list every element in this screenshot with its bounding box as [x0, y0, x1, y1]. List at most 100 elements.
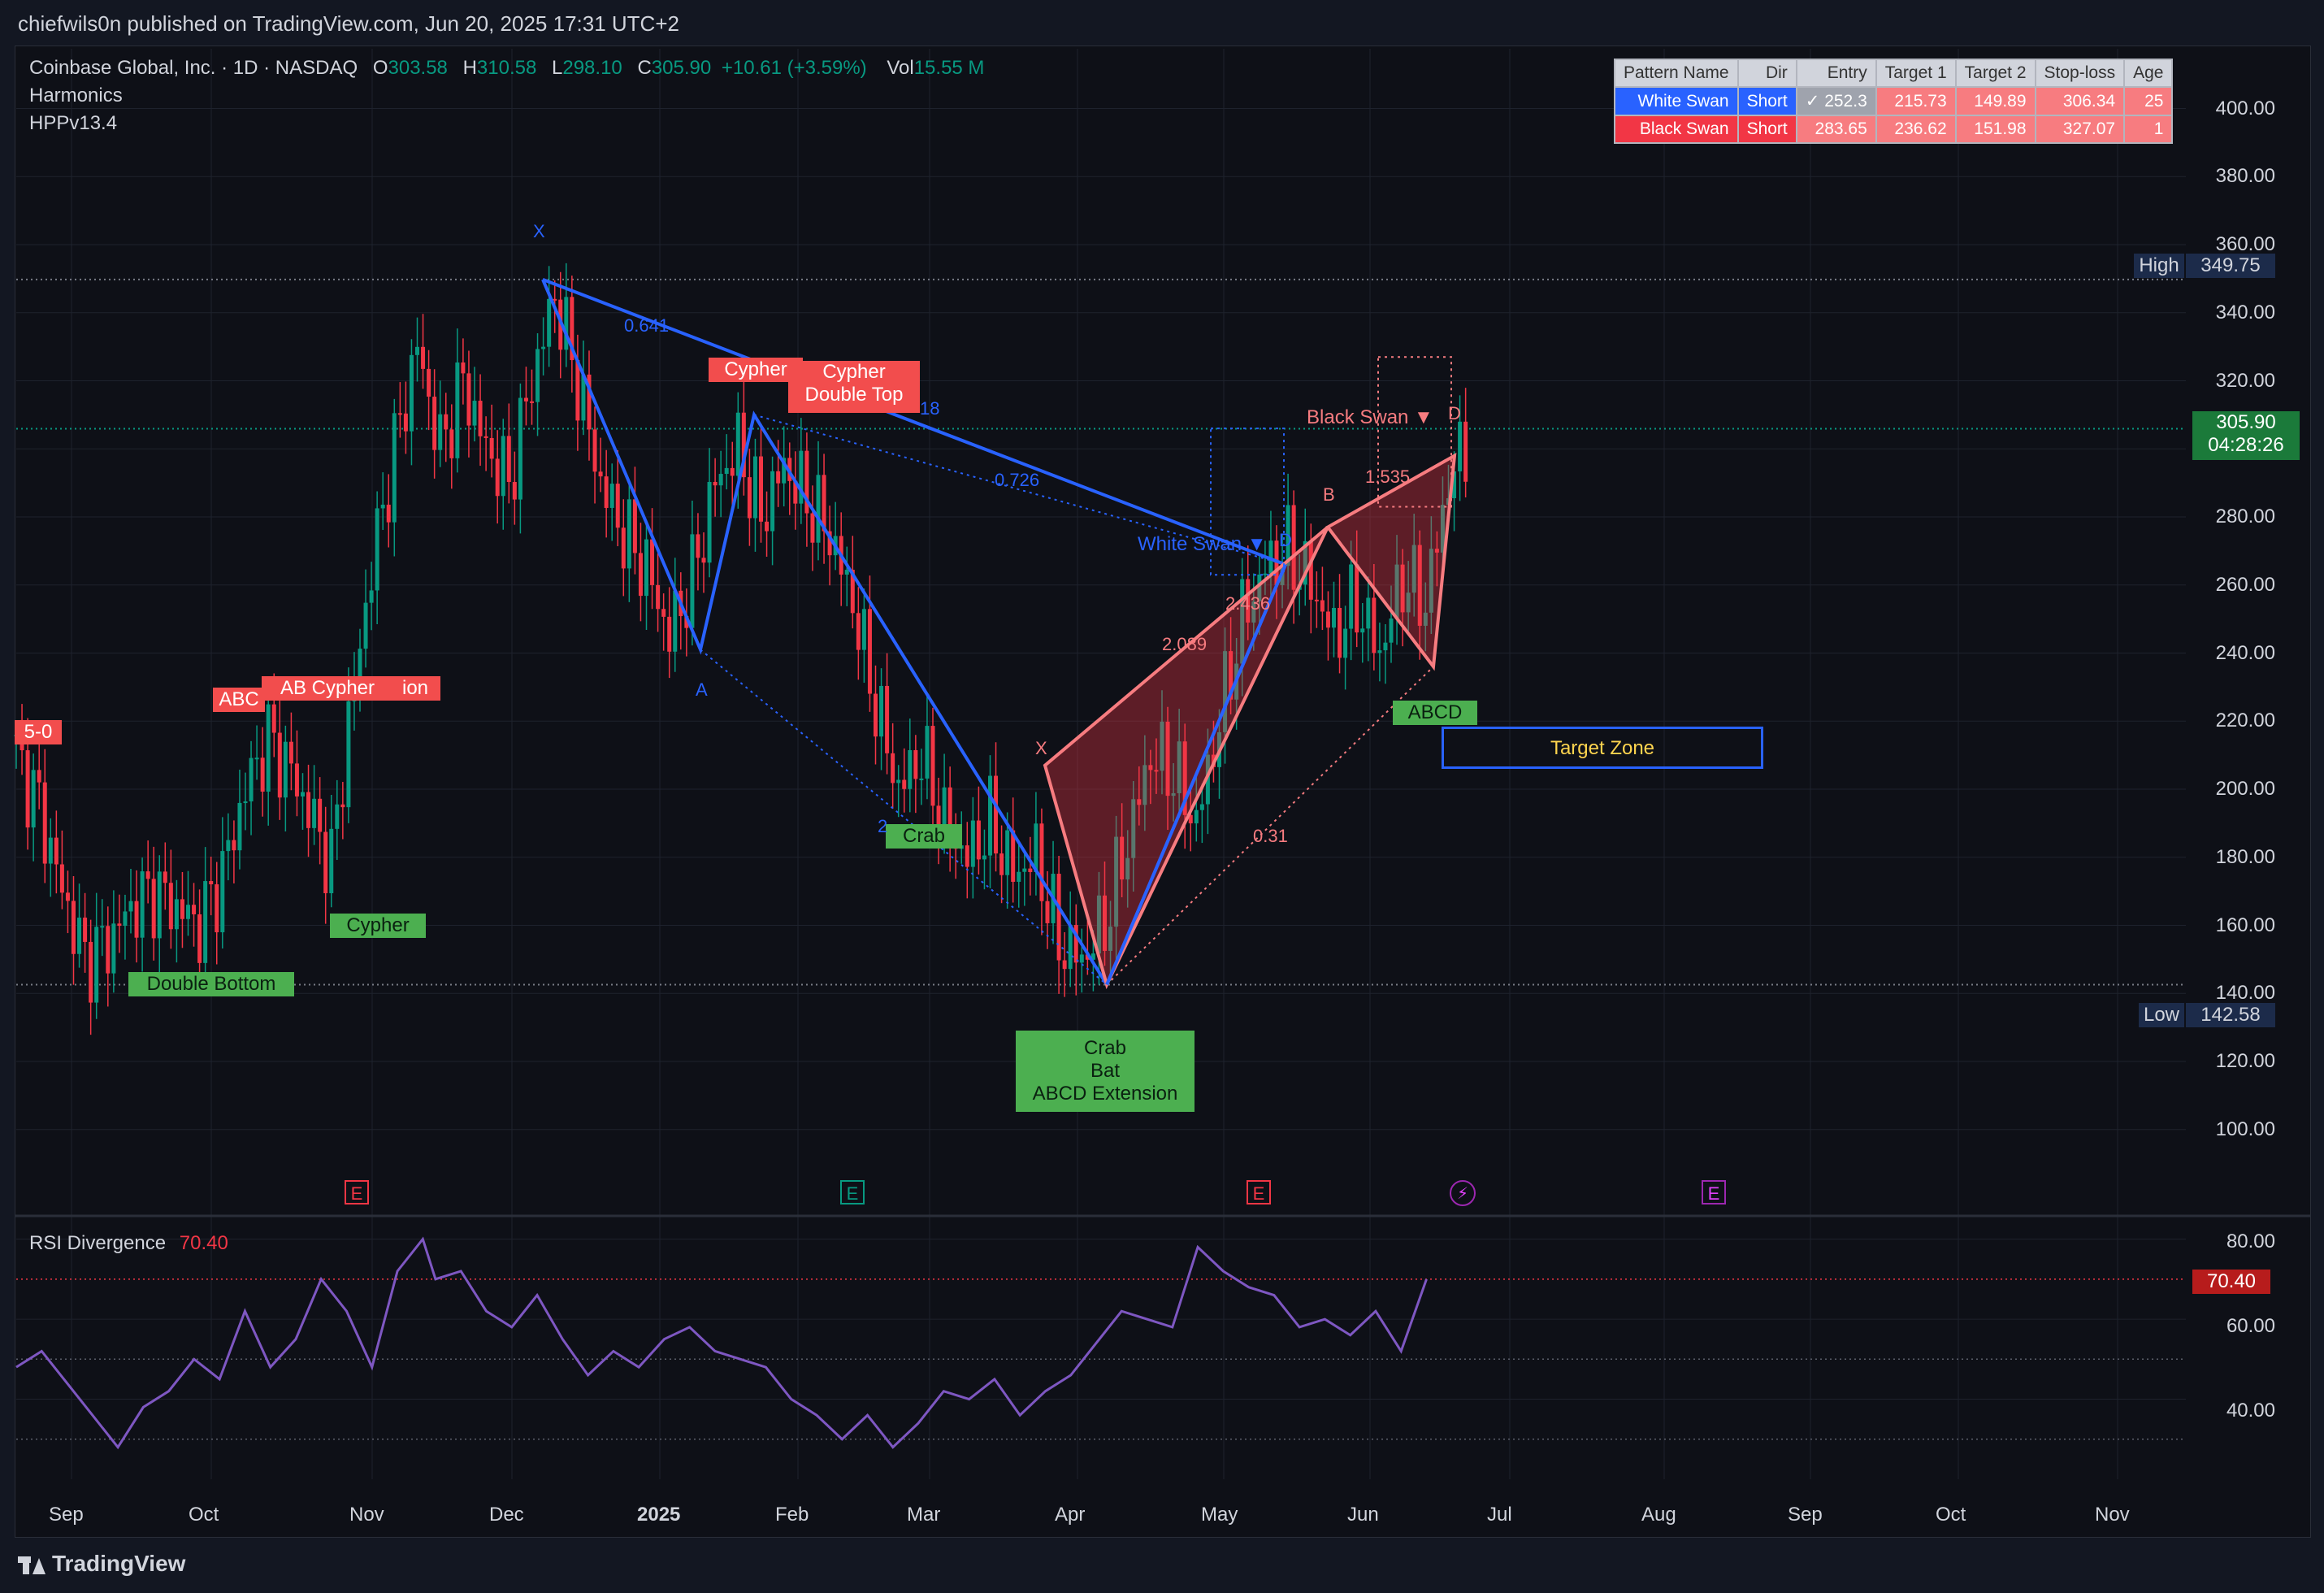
earnings-icon[interactable]: E — [1247, 1180, 1271, 1205]
candle-body — [483, 436, 488, 438]
ratio-18: 18 — [920, 398, 940, 419]
chart-area[interactable] — [15, 46, 2311, 1538]
earnings-icon[interactable]: E — [1702, 1180, 1726, 1205]
time-tick: Aug — [1641, 1504, 1676, 1526]
candle-body — [621, 527, 626, 569]
candle-body — [461, 362, 466, 374]
label-crab: Crab — [1083, 1037, 1127, 1059]
candle-body — [822, 475, 826, 532]
dividend-flash-icon[interactable]: ⚡ — [1450, 1180, 1476, 1206]
candle-body — [592, 429, 597, 472]
candle-body — [1160, 721, 1164, 771]
candle-body — [1045, 901, 1050, 923]
footer — [0, 1538, 2324, 1593]
candle-body — [215, 884, 219, 933]
candle-body — [306, 792, 311, 828]
candle-body — [472, 401, 477, 426]
candle-body — [604, 476, 609, 508]
candle-body — [1165, 721, 1170, 796]
label-cypher: Cypher — [822, 361, 886, 383]
candle-body — [523, 397, 528, 402]
point-x-red: X — [1035, 738, 1047, 758]
candle-body — [650, 539, 655, 585]
candle-body — [684, 616, 689, 628]
candle-body — [701, 558, 706, 563]
time-tick: Feb — [775, 1504, 809, 1526]
publish-info: chiefwils0n published on TradingView.com… — [18, 11, 679, 36]
candle-body — [168, 883, 173, 930]
price-tick: 400.00 — [2215, 97, 2275, 119]
ratio-2: 2 — [878, 816, 888, 836]
candle-body — [1125, 857, 1130, 880]
time-tick: Jul — [1487, 1504, 1512, 1526]
candle-body — [65, 892, 70, 901]
candle-body — [718, 474, 723, 486]
high-label: High — [2134, 254, 2184, 278]
candle-body — [25, 750, 30, 828]
white-swan-cd-leg — [1105, 563, 1287, 986]
cell: 149.89 — [1954, 86, 2036, 116]
candle-body — [318, 798, 323, 832]
last-price: 305.90 — [2216, 411, 2276, 433]
candle-body — [1205, 754, 1210, 805]
candle-body — [587, 374, 592, 430]
candle-body — [369, 590, 374, 603]
candle-body — [1011, 830, 1016, 882]
candle-body — [128, 901, 133, 912]
th-target2: Target 2 — [1954, 59, 2036, 88]
candle-body — [1229, 651, 1234, 700]
candle-body — [1377, 650, 1382, 653]
candle-body — [386, 504, 391, 523]
candle-body — [106, 926, 111, 974]
candle-body — [358, 649, 362, 679]
legend-low: 298.10 — [562, 57, 622, 79]
candle-body — [1423, 612, 1428, 626]
candle-body — [1314, 599, 1319, 601]
candle-body — [72, 901, 76, 954]
candle-body — [891, 753, 895, 783]
price-tick: 100.00 — [2215, 1118, 2275, 1140]
candle-body — [249, 757, 254, 802]
candle-body — [867, 609, 872, 694]
harmonic-patterns — [541, 278, 1457, 990]
candle-body — [209, 881, 214, 885]
candle-body — [1338, 607, 1342, 658]
candle-body — [615, 484, 620, 528]
time-tick: Sep — [49, 1504, 84, 1526]
candle-body — [1039, 823, 1044, 901]
candle-body — [288, 741, 293, 764]
high-value: 349.75 — [2186, 254, 2275, 278]
legend-vol-label: Vol — [887, 57, 914, 79]
candle-body — [908, 749, 913, 789]
candle-body — [1355, 564, 1359, 633]
legend-indicator-hpp[interactable]: HPPv13.4 — [29, 112, 118, 134]
candle-body — [432, 397, 437, 450]
candle-body — [1383, 642, 1388, 651]
cell: 1 — [2123, 115, 2174, 144]
candle-body — [1240, 579, 1245, 664]
price-tick: 260.00 — [2215, 573, 2275, 596]
candle-body — [1400, 564, 1405, 613]
th-age: Age — [2123, 59, 2174, 88]
candle-body — [1079, 954, 1084, 963]
tradingview-logo[interactable]: TradingView — [18, 1551, 185, 1577]
candle-body — [741, 412, 746, 478]
candle-body — [237, 802, 242, 851]
low-label: Low — [2139, 1003, 2184, 1027]
legend-indicator-harmonics[interactable]: Harmonics — [29, 85, 123, 106]
cell: 25 — [2123, 86, 2174, 116]
label-double-bottom: Double Bottom — [128, 972, 294, 996]
price-tick: 140.00 — [2215, 982, 2275, 1005]
earnings-icon[interactable]: E — [345, 1180, 369, 1205]
candle-body — [1463, 421, 1468, 482]
candle-body — [1056, 874, 1061, 961]
cell: 236.62 — [1875, 115, 1957, 144]
last-price-badge: 305.90 04:28:26 — [2192, 411, 2300, 460]
time-tick: Sep — [1788, 1504, 1823, 1526]
candle-body — [850, 570, 855, 614]
time-tick: Apr — [1055, 1504, 1086, 1526]
candle-body — [1177, 741, 1182, 794]
candle-body — [1148, 765, 1153, 770]
earnings-icon[interactable]: E — [840, 1180, 865, 1205]
